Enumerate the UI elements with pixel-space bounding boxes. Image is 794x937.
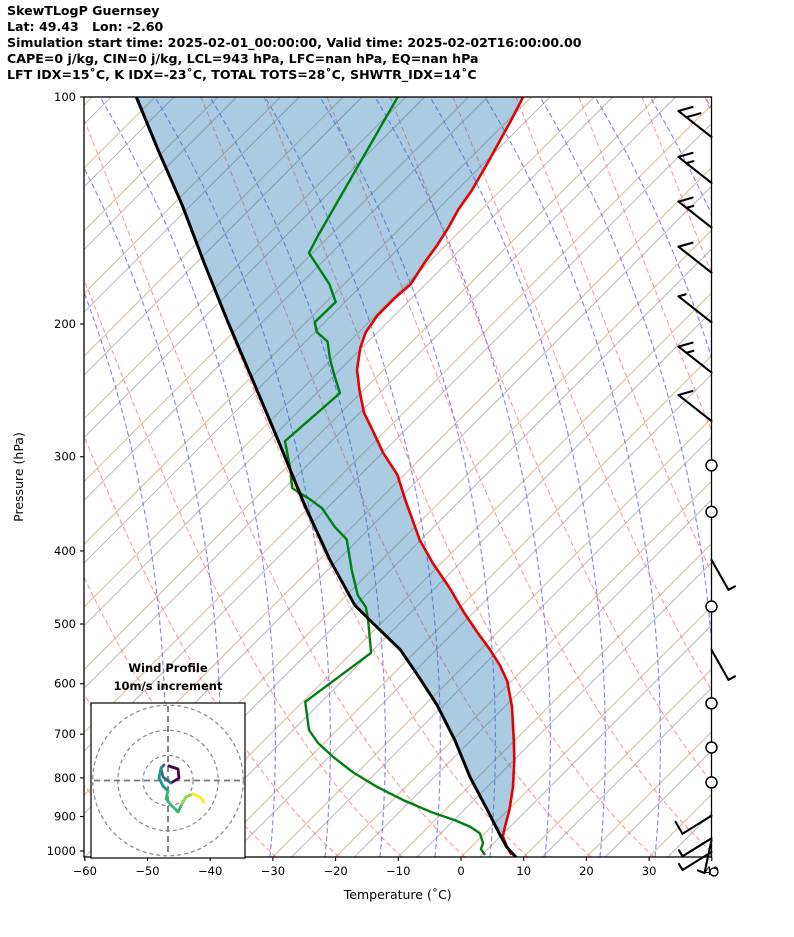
wind-barb: [677, 341, 713, 374]
wind-barb: [677, 293, 713, 324]
wind-barbs: [674, 105, 737, 877]
y-tick-label: 900: [54, 809, 76, 823]
calm-wind-circle: [705, 776, 718, 789]
wind-barb: [710, 648, 737, 681]
hodograph-inset: Wind Profile 10m/s increment: [90, 661, 246, 859]
dewpoint-line: [283, 97, 486, 856]
wind-barb: [710, 558, 737, 591]
x-tick-label: −30: [261, 864, 285, 878]
hodograph-subtitle: 10m/s increment: [114, 679, 223, 693]
parcel-line: [134, 97, 518, 857]
wind-barb: [677, 241, 713, 274]
wind-barb: [696, 838, 713, 875]
calm-wind-circle: [705, 600, 718, 613]
x-axis-label: Temperature (˚C): [343, 887, 452, 902]
wind-barb: [677, 850, 713, 872]
x-tick-label: −10: [386, 864, 410, 878]
wind-barb: [677, 389, 713, 423]
y-tick-label: 400: [54, 544, 76, 558]
axes: 1002003004005006007008009001000Pressure …: [11, 90, 719, 902]
x-tick-label: 30: [642, 864, 657, 878]
hodograph-title: Wind Profile: [128, 661, 208, 675]
hodograph-ring: [92, 704, 244, 857]
hodograph-grid: [92, 704, 244, 857]
y-tick-label: 100: [54, 90, 76, 104]
wind-barb: [677, 837, 713, 858]
x-tick-label: −20: [323, 864, 347, 878]
hodograph-trace-segment: [164, 789, 184, 814]
chart-title: SkewTLogP Guernsey: [7, 3, 160, 18]
hodograph-trace-segment: [191, 792, 206, 804]
calm-wind-circle: [709, 867, 719, 877]
y-tick-label: 800: [54, 771, 76, 785]
calm-wind-circle: [705, 459, 718, 472]
wind-barb: [677, 151, 713, 184]
isotherms-gray: [84, 97, 712, 857]
y-tick-label: 500: [54, 617, 76, 631]
y-tick-label: 700: [54, 727, 76, 741]
hodograph-trace-segment: [167, 764, 181, 785]
x-tick-label: 0: [457, 864, 464, 878]
y-tick-label: 1000: [47, 844, 76, 858]
calm-wind-circle: [705, 697, 718, 710]
hodograph-ring: [142, 754, 194, 807]
x-tick-label: 10: [516, 864, 531, 878]
cape-shading: [136, 97, 524, 857]
chart-times: Simulation start time: 2025-02-01_00:00:…: [7, 34, 582, 50]
x-tick-label: −50: [135, 864, 159, 878]
x-tick-label: −40: [198, 864, 222, 878]
wind-barb: [674, 814, 713, 835]
chart-location: Lat: 49.43 Lon: -2.60: [7, 18, 164, 34]
hodograph-trace-segment: [157, 766, 170, 793]
y-tick-label: 300: [54, 450, 76, 464]
calm-wind-circle: [705, 505, 718, 519]
x-axis: −60−50−40−30−20−10010203040Temperature (…: [73, 857, 719, 902]
chart-header: SkewTLogP Guernsey Lat: 49.43 Lon: -2.60…: [7, 3, 581, 83]
calm-wind-circle: [705, 741, 718, 754]
x-tick-label: 20: [579, 864, 594, 878]
wind-barb: [677, 196, 713, 229]
chart-indices-2: LFT IDX=15˚C, K IDX=-23˚C, TOTAL TOTS=28…: [7, 66, 477, 82]
chart-indices-1: CAPE=0 j/kg, CIN=0 j/kg, LCL=943 hPa, LF…: [7, 50, 479, 66]
temperature-line: [355, 97, 525, 856]
y-tick-label: 200: [54, 317, 76, 331]
wind-barb: [677, 105, 713, 139]
hodograph-trace-segment: [180, 792, 195, 806]
y-tick-label: 600: [54, 677, 76, 691]
x-tick-label: −60: [73, 864, 97, 878]
hodograph-trace-segment: [159, 763, 173, 785]
y-axis-label: Pressure (hPa): [11, 432, 26, 522]
y-axis: 100 200 300 400 500 600 700 800 900 1000 Pressure …: [11, 90, 84, 858]
